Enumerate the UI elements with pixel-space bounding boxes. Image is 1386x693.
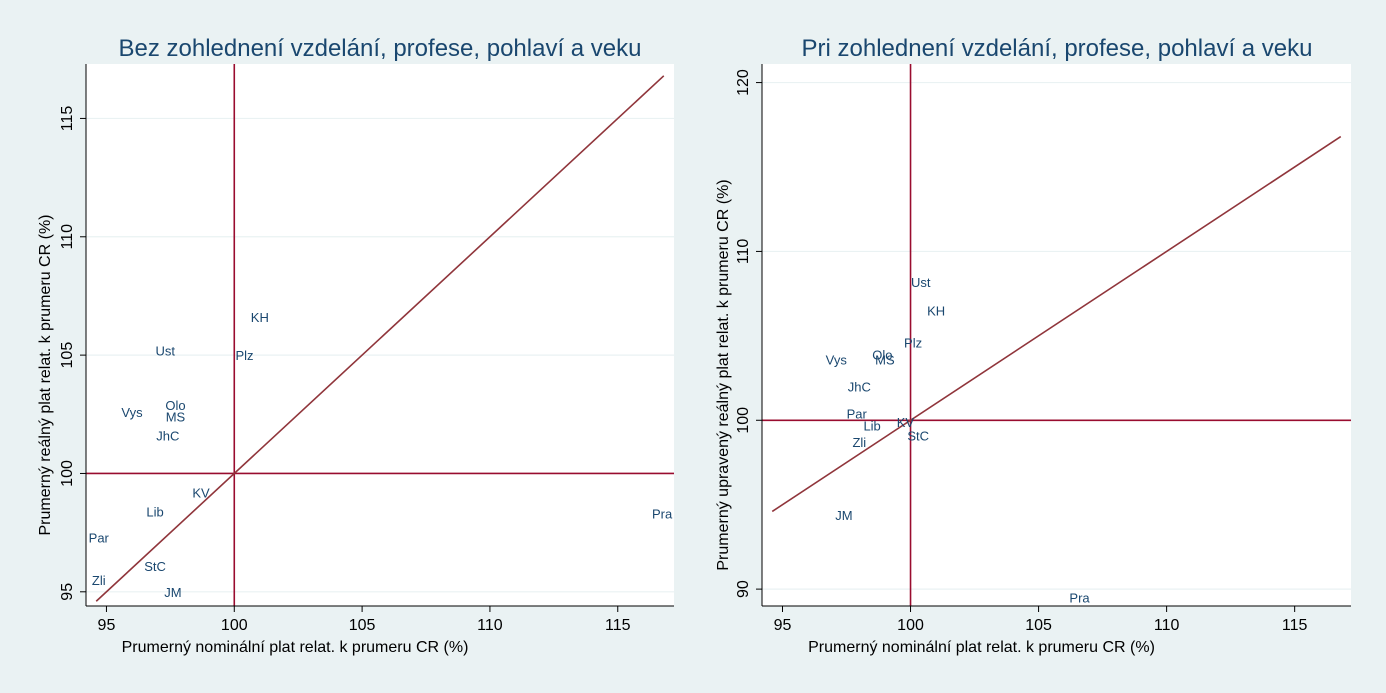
point-label-ust: Ust [156,343,176,358]
chart-title: Pri zohlednení vzdelání, profese, pohlav… [802,35,1313,62]
y-axis-label: Prumerný upravený reálný plat relat. k p… [715,179,732,570]
x-axis-label: Prumerný nominální plat relat. k prumeru… [808,639,1155,656]
y-tick-label: 100 [59,460,76,487]
y-tick-label: 95 [59,583,76,601]
point-label-jm: JM [164,585,181,600]
chart-panel-2: 95 100 105 110 115 90 100 110 120 Pri zohlednení … [715,35,1351,656]
diagonal-line [95,75,665,602]
point-label-plz: Plz [235,348,253,363]
x-tick-label: 95 [98,617,116,634]
y-tick-label: 115 [59,106,76,132]
y-tick-label: 100 [735,407,752,434]
point-label-kh: KH [927,304,945,319]
point-label-par: Par [847,407,868,422]
point-label-olo: Olo [165,398,185,413]
point-label-zli: Zli [92,573,106,588]
diagonal-line [771,135,1342,513]
plot-area [762,64,1351,606]
chart-panel-1: 95 100 105 110 115 95 100 105 110 115 Bez zohledne… [37,35,674,656]
x-tick-label: 105 [1025,617,1052,634]
plot-area [86,64,674,606]
point-label-pra: Pra [1069,591,1090,606]
point-label-stc: StC [907,428,929,443]
x-tick-label: 115 [605,617,631,634]
y-tick-label: 105 [59,342,76,369]
point-label-ms: MS [875,352,895,367]
x-axis-label: Prumerný nominální plat relat. k prumeru… [122,639,469,656]
x-tick-label: 115 [1282,617,1308,634]
point-label-zli: Zli [852,435,866,450]
y-tick-label: 110 [59,224,76,250]
y-tick-label: 120 [735,69,752,96]
point-label-par: Par [89,530,110,545]
point-label-vys: Vys [121,405,143,420]
point-label-lib: Lib [146,504,163,519]
point-label-kv: KV [897,415,915,430]
point-label-jhc: JhC [156,429,179,444]
point-label-ust: Ust [911,275,931,290]
point-label-kv: KV [192,485,210,500]
point-label-olo: Olo [872,347,892,362]
point-label-lib: Lib [863,418,880,433]
x-tick-label: 110 [477,617,503,634]
y-tick-label: 90 [735,580,752,598]
point-label-pra: Pra [652,507,673,522]
point-label-jhc: JhC [848,379,871,394]
y-tick-label: 110 [735,239,752,265]
point-label-ms: MS [166,410,186,425]
chart-title: Bez zohlednení vzdelání, profese, pohlav… [118,35,641,62]
point-label-jm: JM [835,508,852,523]
point-label-stc: StC [144,559,166,574]
point-label-plz: Plz [904,336,922,351]
x-tick-label: 100 [221,617,248,634]
x-tick-label: 100 [897,617,924,634]
x-tick-label: 110 [1154,617,1180,634]
x-tick-label: 105 [349,617,376,634]
y-axis-label: Prumerný reálný plat relat. k prumeru CR… [37,215,54,536]
x-tick-label: 95 [774,617,792,634]
point-label-kh: KH [251,310,269,325]
point-label-vys: Vys [826,352,848,367]
